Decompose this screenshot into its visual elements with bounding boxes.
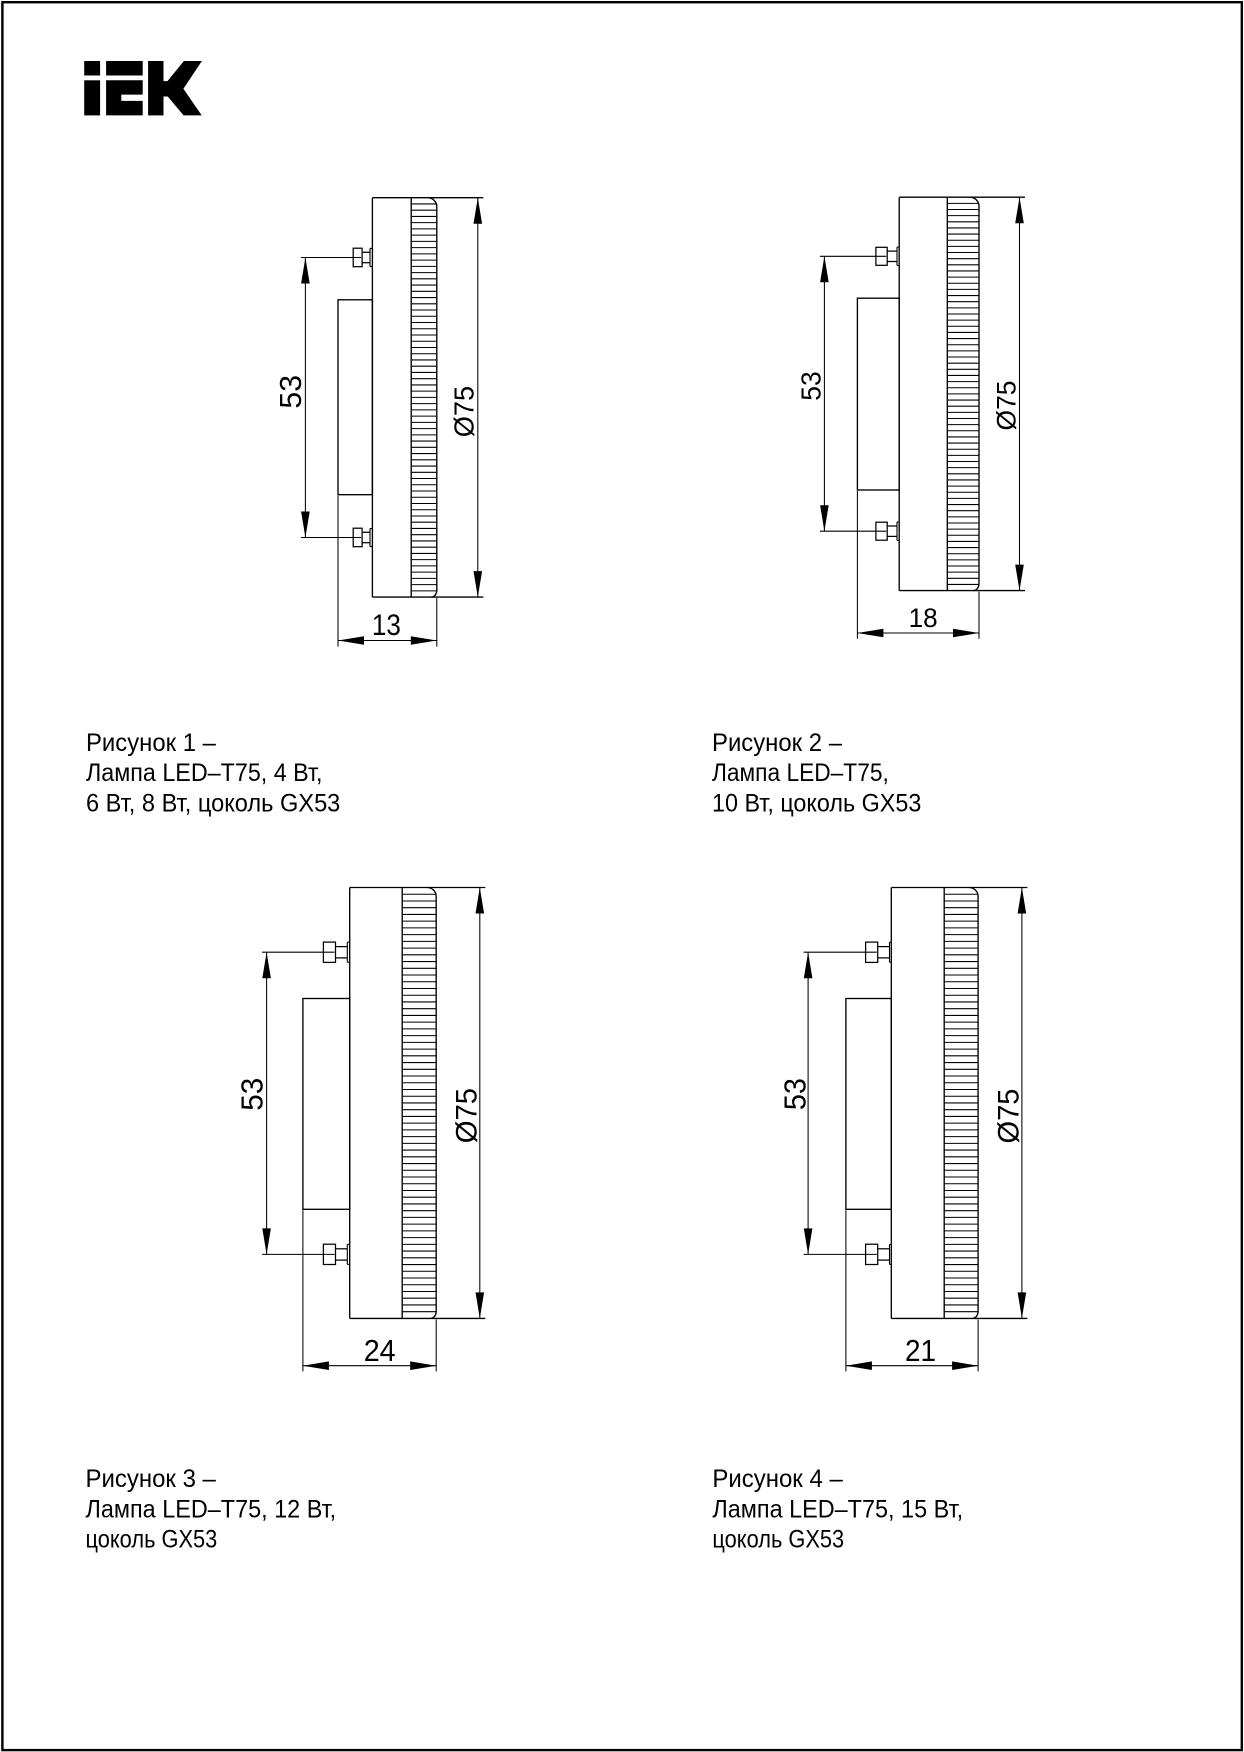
svg-text:Рисунок 3 –: Рисунок 3 –: [86, 1465, 216, 1493]
svg-text:Ø75: Ø75: [450, 1088, 483, 1143]
svg-text:53: 53: [796, 371, 827, 400]
svg-text:18: 18: [909, 603, 938, 633]
svg-text:Ø75: Ø75: [449, 386, 480, 437]
svg-text:Рисунок 4 –: Рисунок 4 –: [712, 1465, 842, 1493]
svg-text:21: 21: [905, 1333, 936, 1368]
svg-text:10 Вт, цоколь GX53: 10 Вт, цоколь GX53: [712, 790, 921, 818]
svg-text:Лампа LED–T75, 12 Вт,: Лампа LED–T75, 12 Вт,: [86, 1496, 337, 1524]
svg-text:24: 24: [364, 1333, 396, 1368]
svg-text:цоколь GX53: цоколь GX53: [712, 1526, 844, 1554]
svg-text:53: 53: [235, 1078, 270, 1111]
svg-text:Ø75: Ø75: [992, 381, 1022, 431]
svg-text:Рисунок 1 –: Рисунок 1 –: [86, 729, 216, 757]
svg-text:Лампа LED–T75,: Лампа LED–T75,: [712, 759, 889, 787]
svg-text:53: 53: [273, 375, 308, 409]
svg-text:6 Вт, 8 Вт, цоколь GX53: 6 Вт, 8 Вт, цоколь GX53: [86, 790, 340, 818]
svg-text:Ø75: Ø75: [992, 1089, 1025, 1144]
svg-text:Лампа LED–T75, 15 Вт,: Лампа LED–T75, 15 Вт,: [712, 1496, 963, 1524]
svg-text:53: 53: [778, 1078, 813, 1110]
svg-text:цоколь GX53: цоколь GX53: [86, 1526, 218, 1554]
svg-text:Рисунок 2 –: Рисунок 2 –: [712, 729, 842, 757]
svg-text:Лампа LED–T75, 4 Вт,: Лампа LED–T75, 4 Вт,: [86, 759, 323, 787]
svg-text:13: 13: [372, 609, 401, 642]
